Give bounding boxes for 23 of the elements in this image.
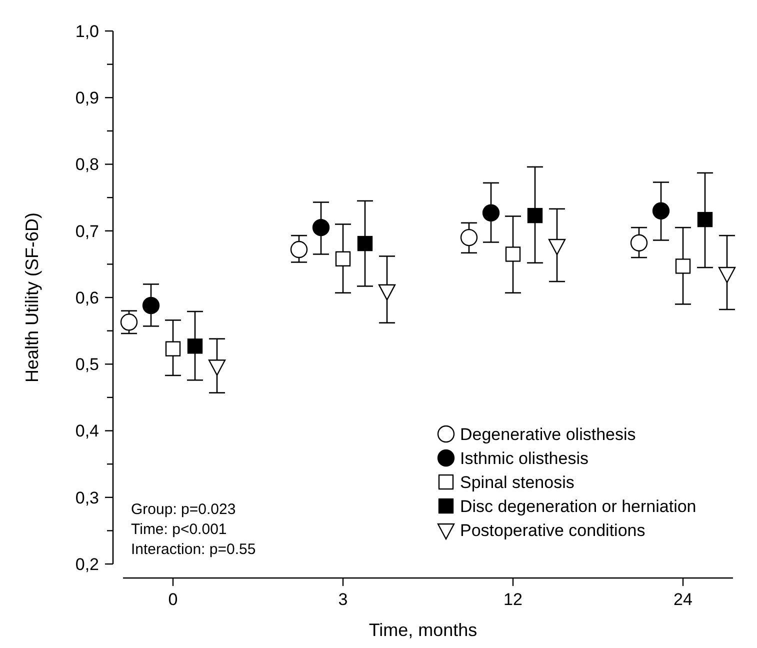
y-tick-label: 0,2 xyxy=(75,554,99,574)
annotation: Group: p=0.023 xyxy=(131,501,236,518)
legend-label: Isthmic olisthesis xyxy=(460,448,588,468)
legend-label: Postoperative conditions xyxy=(460,520,646,540)
y-tick-label: 0,7 xyxy=(75,222,99,241)
legend-label: Spinal stenosis xyxy=(460,472,574,492)
x-tick-label: 3 xyxy=(338,590,348,609)
y-tick-label: 1,0 xyxy=(75,22,99,41)
legend-label: Degenerative olisthesis xyxy=(460,424,636,444)
y-axis-title: Health Utility (SF-6D) xyxy=(22,212,42,383)
y-tick-label: 0,4 xyxy=(75,422,99,441)
y-tick-label: 0,6 xyxy=(75,288,99,308)
y-tick-label: 0,8 xyxy=(75,155,99,174)
y-tick-label: 0,5 xyxy=(75,355,99,374)
legend-label: Disc degeneration or herniation xyxy=(460,496,696,516)
x-tick-label: 12 xyxy=(504,590,522,609)
y-tick-label: 0,9 xyxy=(75,88,99,108)
annotation: Interaction: p=0.55 xyxy=(131,541,256,558)
x-tick-label: 0 xyxy=(168,590,178,609)
annotation: Time: p<0.001 xyxy=(131,521,227,538)
x-axis-title: Time, months xyxy=(368,620,478,640)
x-tick-label: 24 xyxy=(674,590,692,609)
y-tick-label: 0,3 xyxy=(75,488,99,508)
